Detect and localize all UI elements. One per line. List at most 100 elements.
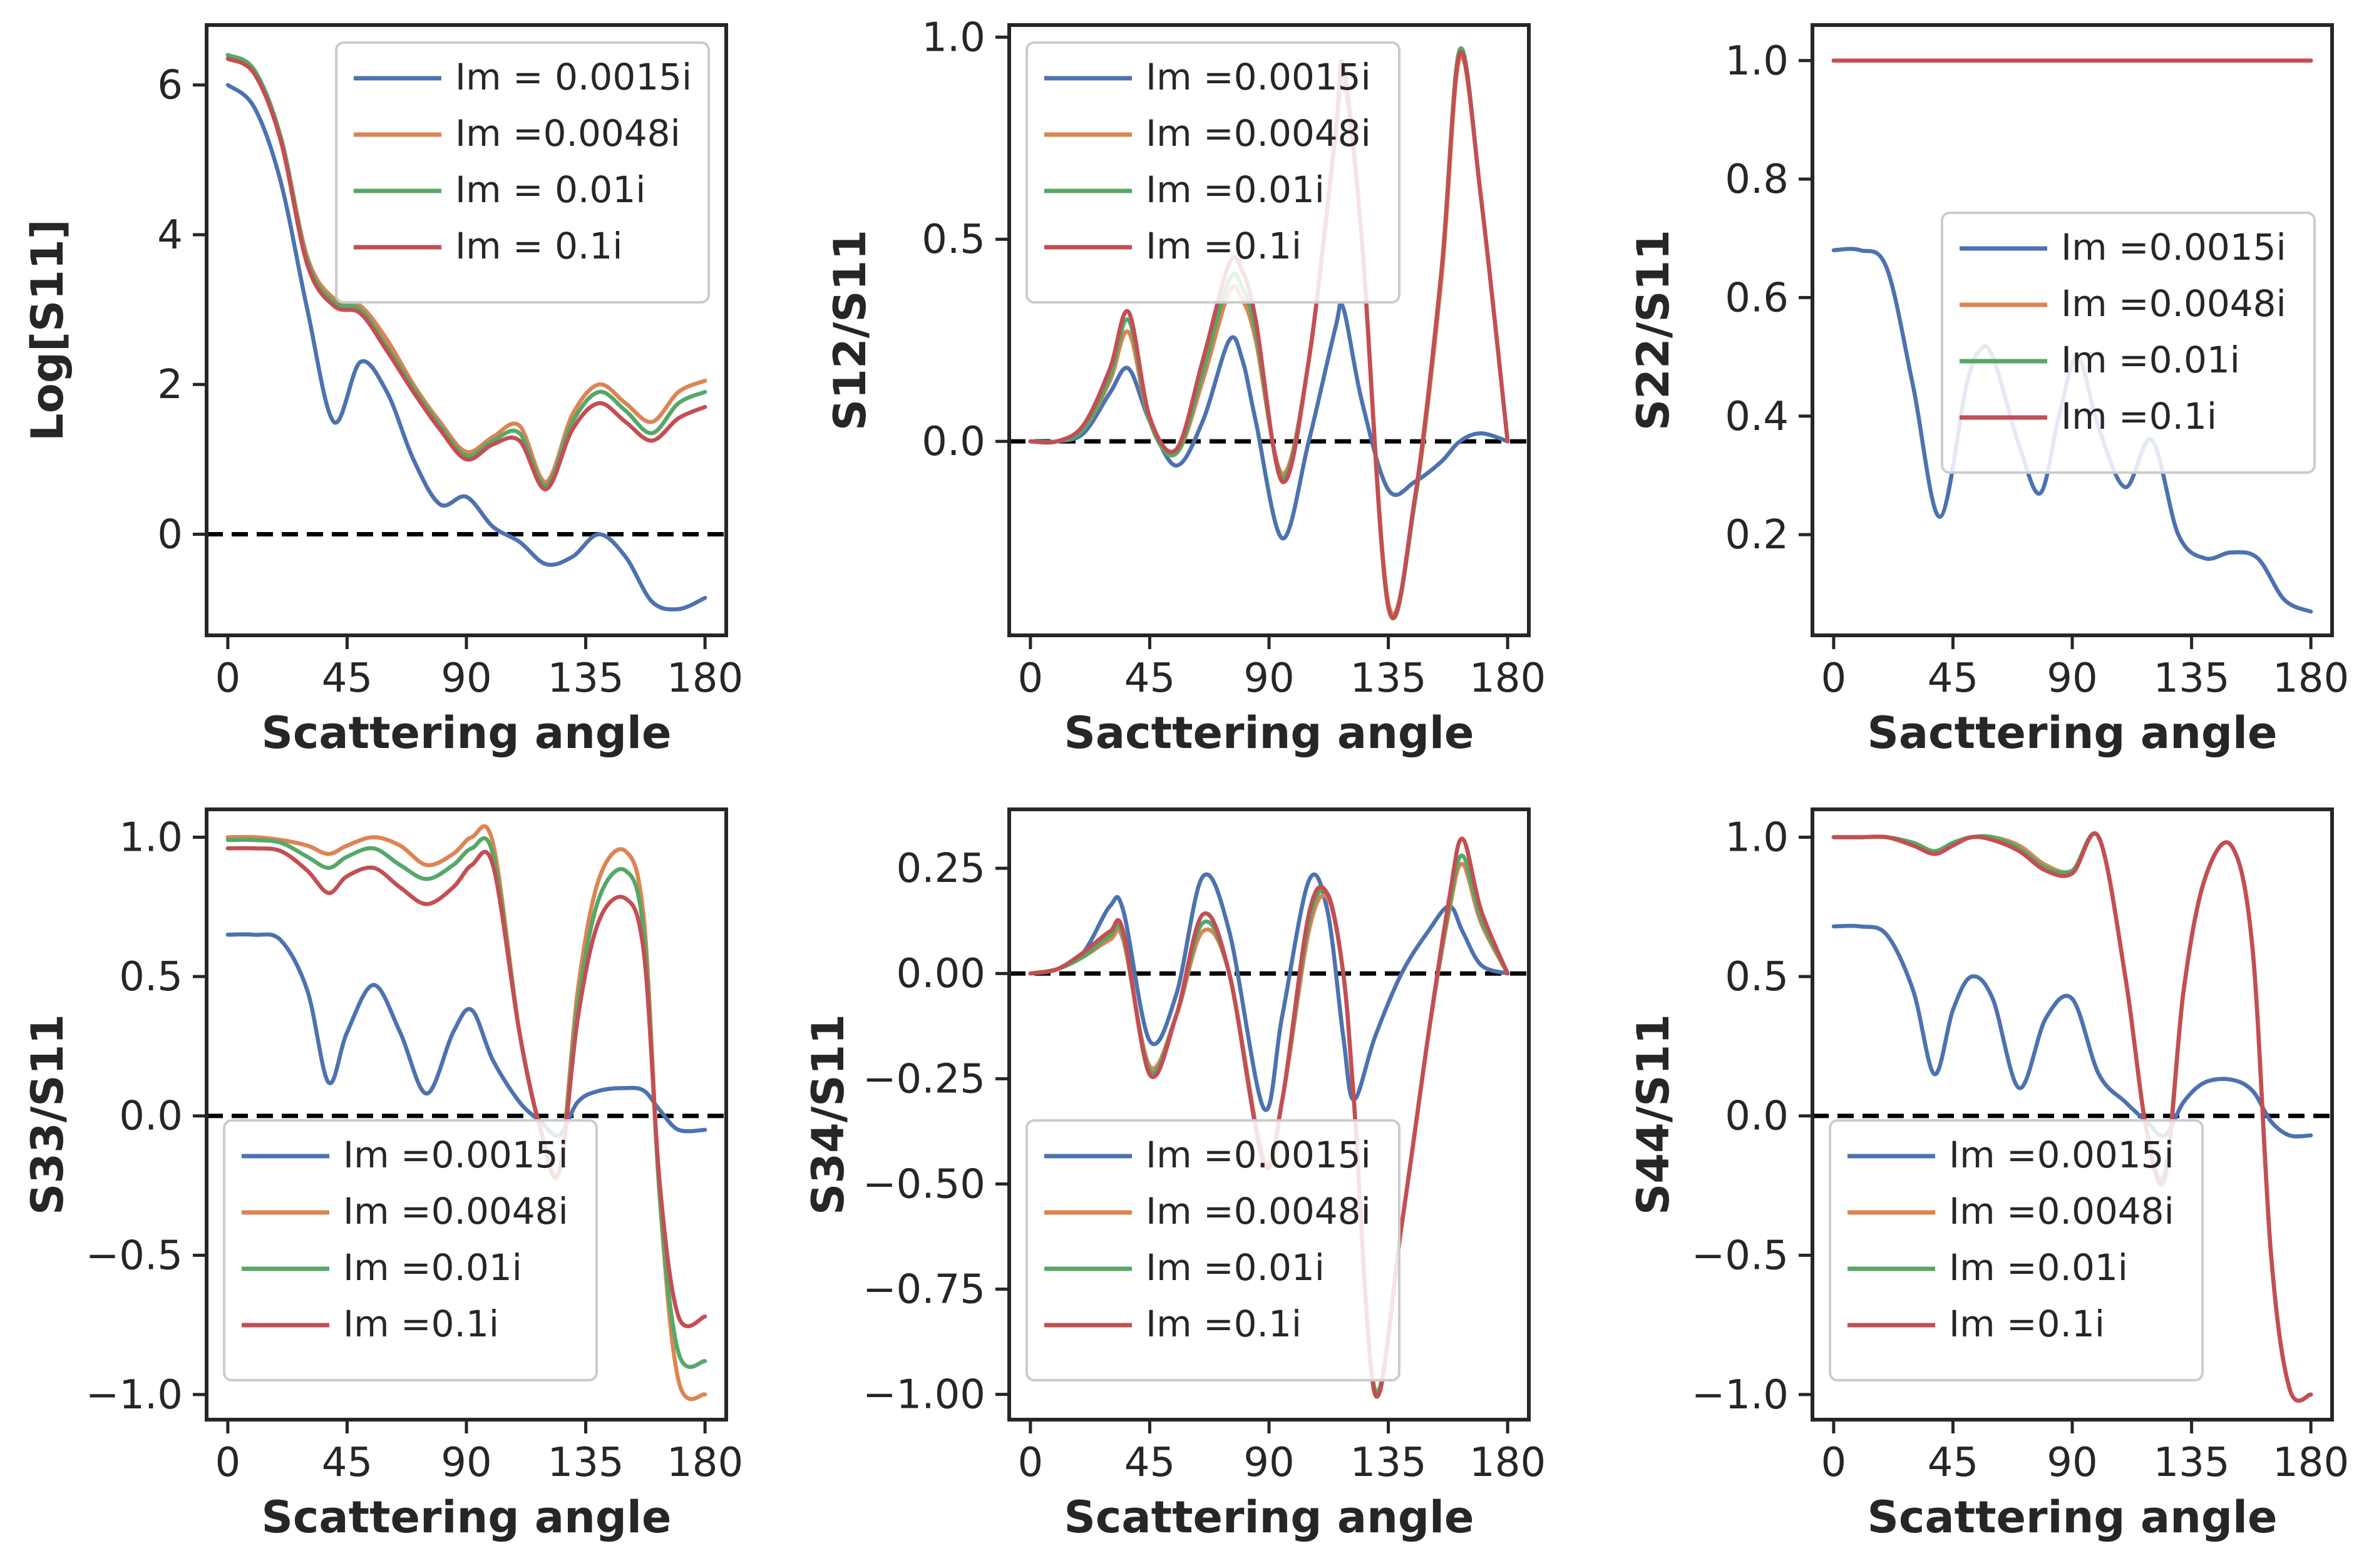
legend-entry-label: Im =0.1i — [343, 1303, 499, 1345]
series-group — [1831, 831, 2313, 1403]
y-tick-label: 0.4 — [1725, 394, 1789, 440]
x-tick-label: 0 — [1018, 1440, 1044, 1486]
y-tick-label: 2 — [157, 362, 183, 408]
legend: Im =0.0015i Im =0.0048i Im =0.01i Im =0.1i — [1025, 1119, 1400, 1381]
legend-entry-label: Im =0.01i — [2061, 339, 2240, 381]
x-axis-label: Scattering angle — [261, 1492, 671, 1543]
y-tick-label: 0.25 — [897, 846, 986, 892]
panel-bottom-right: 0 45 90 135 180 −1.0 −0.5 0.0 0.5 1.0 Scattering a… — [1628, 807, 2349, 1543]
legend-box — [1829, 1119, 2204, 1381]
legend-entry-label: Im =0.1i — [1146, 225, 1302, 267]
legend-entry-label: Im =0.0048i — [455, 112, 681, 155]
x-axis-label: Scattering angle — [261, 707, 671, 759]
x-tick-label: 90 — [441, 1440, 491, 1486]
legend-entry-label: Im =0.1i — [1146, 1303, 1302, 1345]
series-line-4 — [225, 846, 707, 1328]
legend-box — [1025, 41, 1400, 304]
x-tick-label: 90 — [1243, 1440, 1294, 1486]
legend-box — [1025, 1119, 1400, 1381]
x-tick-label: 45 — [322, 655, 373, 702]
x-tick-label: 45 — [1124, 1440, 1175, 1486]
legend-entry-label: Im =0.1i — [1949, 1303, 2105, 1345]
y-tick-label: 6 — [157, 63, 183, 109]
x-tick-label: 45 — [1124, 655, 1175, 702]
x-tick-label: 180 — [1469, 655, 1546, 702]
y-axis-label: S33/S11 — [22, 1014, 73, 1215]
y-axis-label: S12/S11 — [825, 230, 876, 431]
y-tick-label: 0.8 — [1725, 156, 1789, 203]
y-tick-label: 0.0 — [922, 419, 985, 465]
x-axis-label: Scattering angle — [1867, 1492, 2277, 1543]
x-tick-label: 180 — [2273, 655, 2349, 702]
y-tick-label: −0.75 — [863, 1267, 985, 1313]
legend-entry-label: Im =0.0048i — [2061, 282, 2286, 325]
x-tick-label: 90 — [441, 655, 491, 702]
y-axis-label: S44/S11 — [1628, 1014, 1679, 1215]
legend-entry-label: Im =0.1i — [2061, 395, 2217, 438]
x-tick-label: 90 — [2047, 1440, 2097, 1486]
y-tick-label: 0.5 — [922, 217, 985, 263]
y-tick-label: 1.0 — [1725, 815, 1789, 861]
x-tick-label: 90 — [1243, 655, 1294, 702]
x-tick-label: 180 — [667, 655, 743, 702]
x-tick-label: 135 — [1350, 1440, 1426, 1486]
x-axis-label: Sacttering angle — [1064, 707, 1474, 759]
legend-entry-label: Im =0.01i — [1949, 1246, 2128, 1289]
legend-entry-label: Im =0.0048i — [1146, 112, 1371, 155]
series-line-4 — [1028, 836, 1510, 1399]
series-group — [1028, 836, 1510, 1399]
y-axis-label: Log[S11] — [22, 219, 73, 441]
x-axis-label: Sacttering angle — [1867, 707, 2277, 759]
legend-entry-label: Im =0.0048i — [1146, 1190, 1371, 1232]
panel-bottom-middle: 0 45 90 135 180 −1.00 −0.75 −0.50 −0.25 0.00 0.25 S… — [803, 807, 1546, 1543]
legend: Im = 0.0015i Im =0.0048i Im = 0.01i Im = 0.… — [335, 41, 710, 304]
y-tick-label: 1.0 — [119, 815, 183, 861]
legend: Im =0.0015i Im =0.0048i Im =0.01i Im =0.1i — [1829, 1119, 2204, 1381]
y-tick-label: 0 — [157, 511, 183, 558]
x-tick-label: 135 — [547, 655, 624, 702]
y-tick-label: 0.5 — [1725, 954, 1789, 1000]
legend-entry-label: Im =0.01i — [1146, 168, 1325, 211]
x-tick-label: 0 — [1018, 655, 1044, 702]
y-tick-label: 1.0 — [1725, 38, 1789, 85]
y-tick-label: 0.5 — [119, 954, 183, 1000]
x-tick-label: 135 — [2153, 655, 2229, 702]
panel-bottom-left: 0 45 90 135 180 −1.0 −0.5 0.0 0.5 1.0 Scattering a… — [22, 807, 743, 1543]
y-tick-label: −1.00 — [863, 1372, 985, 1418]
x-tick-label: 0 — [215, 655, 241, 702]
y-tick-label: 0.6 — [1725, 275, 1789, 321]
series-line-1 — [1028, 872, 1510, 1112]
legend-entry-label: Im =0.0015i — [1949, 1134, 2174, 1176]
legend-entry-label: Im = 0.01i — [455, 168, 645, 211]
legend-entry-label: Im =0.01i — [1146, 1246, 1325, 1289]
x-tick-label: 45 — [1928, 1440, 1978, 1486]
series-group — [225, 53, 707, 612]
series-group — [1831, 58, 2313, 614]
y-tick-label: −1.0 — [1692, 1372, 1789, 1418]
series-line-4 — [225, 56, 707, 491]
x-tick-label: 135 — [1350, 655, 1426, 702]
legend-entry-label: Im = 0.1i — [455, 225, 622, 267]
x-axis-label: Scattering angle — [1064, 1492, 1474, 1543]
panel-top-left: 0 45 90 135 180 0 2 4 6 Scattering angle Log[S11] I… — [22, 23, 743, 759]
panel-top-middle: 0 45 90 135 180 0.0 0.5 1.0 Sacttering angle S12/… — [825, 14, 1546, 759]
legend-entry-label: Im =0.0015i — [343, 1134, 568, 1176]
series-line-1 — [1831, 923, 2313, 1139]
legend-box — [335, 41, 710, 304]
x-tick-label: 180 — [1469, 1440, 1546, 1486]
legend: Im =0.0015i Im =0.0048i Im =0.01i Im =0.1i — [1025, 41, 1400, 304]
y-tick-label: −1.0 — [86, 1372, 183, 1418]
x-tick-label: 180 — [667, 1440, 743, 1486]
x-tick-label: 45 — [322, 1440, 373, 1486]
y-tick-label: −0.5 — [1692, 1232, 1789, 1279]
x-tick-label: 0 — [215, 1440, 241, 1486]
x-tick-label: 90 — [2047, 655, 2097, 702]
series-line-4 — [1831, 831, 2313, 1403]
y-tick-label: 1.0 — [922, 14, 985, 61]
legend-box — [1941, 212, 2316, 474]
legend: Im =0.0015i Im =0.0048i Im =0.01i Im =0.1i — [223, 1119, 598, 1381]
legend: Im =0.0015i Im =0.0048i Im =0.01i Im =0.1i — [1941, 212, 2316, 474]
legend-entry-label: Im =0.01i — [343, 1246, 522, 1289]
x-tick-label: 135 — [547, 1440, 624, 1486]
